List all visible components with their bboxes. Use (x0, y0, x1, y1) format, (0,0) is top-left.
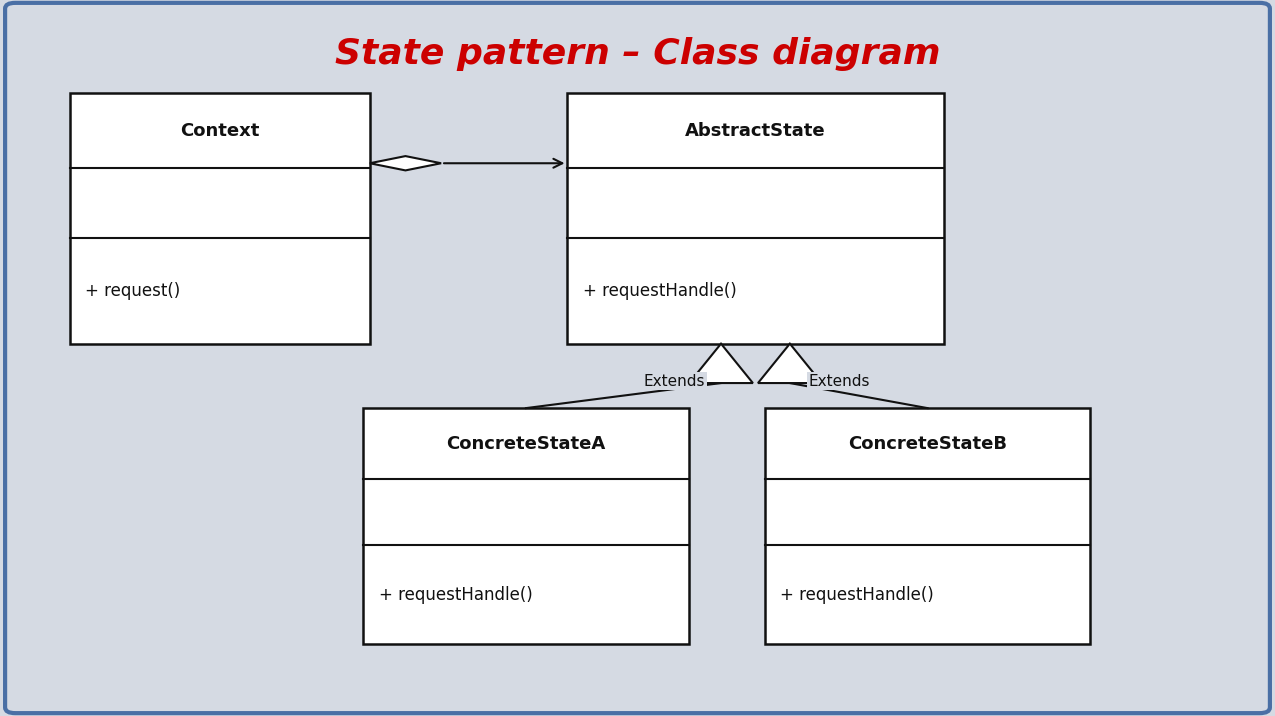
Text: Extends: Extends (644, 374, 705, 389)
Polygon shape (370, 156, 441, 170)
Text: + requestHandle(): + requestHandle() (379, 586, 533, 604)
Text: State pattern – Class diagram: State pattern – Class diagram (335, 37, 940, 71)
Bar (765, 408, 1090, 644)
Text: AbstractState: AbstractState (685, 122, 826, 140)
Bar (70, 93, 370, 344)
Polygon shape (757, 344, 822, 383)
Bar (567, 93, 944, 344)
Text: + request(): + request() (85, 282, 181, 300)
Bar (363, 408, 688, 644)
Text: Extends: Extends (808, 374, 871, 389)
Polygon shape (688, 344, 752, 383)
Text: + requestHandle(): + requestHandle() (780, 586, 935, 604)
Text: ConcreteStateB: ConcreteStateB (848, 435, 1007, 453)
Text: + requestHandle(): + requestHandle() (583, 282, 737, 300)
FancyBboxPatch shape (5, 3, 1270, 713)
Text: ConcreteStateA: ConcreteStateA (446, 435, 606, 453)
Text: Context: Context (180, 122, 260, 140)
